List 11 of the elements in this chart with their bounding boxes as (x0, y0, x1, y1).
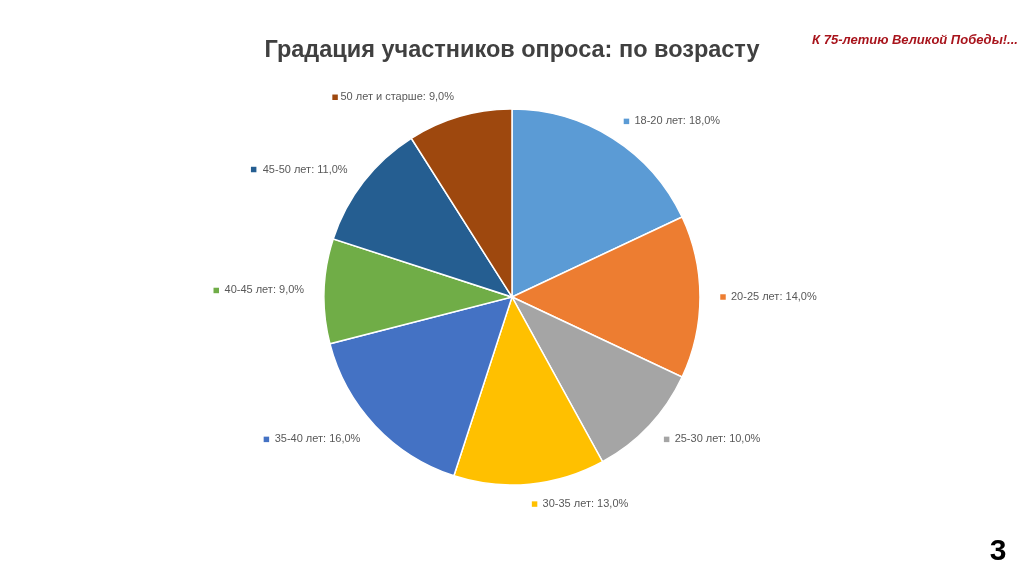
chart-title: Градация участников опроса: по возрасту (264, 36, 760, 62)
legend-label: 18-20 лет: 18,0% (634, 114, 721, 127)
legend-label: 50 лет и старше: 9,0% (340, 90, 455, 103)
text: К 75-летию Великой Победы!... (812, 32, 1018, 47)
legend-label: 30-35 лет: 13,0% (542, 497, 629, 510)
text: 3 (989, 533, 1007, 566)
legend-label: 35-40 лет: 16,0% (274, 432, 361, 445)
legend-label: 40-45 лет: 9,0% (224, 283, 305, 296)
legend-label: 45-50 лет: 11,0% (262, 162, 348, 175)
legend-label: 20-25 лет: 14,0% (731, 290, 817, 302)
legend-label: 25-30 лет: 10,0% (674, 432, 761, 445)
